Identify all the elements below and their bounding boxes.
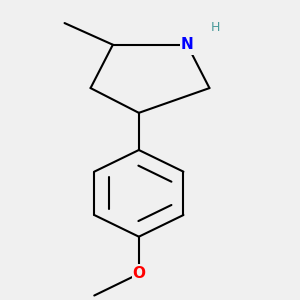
Text: N: N: [181, 37, 194, 52]
Text: H: H: [210, 21, 220, 34]
Text: O: O: [132, 266, 146, 281]
